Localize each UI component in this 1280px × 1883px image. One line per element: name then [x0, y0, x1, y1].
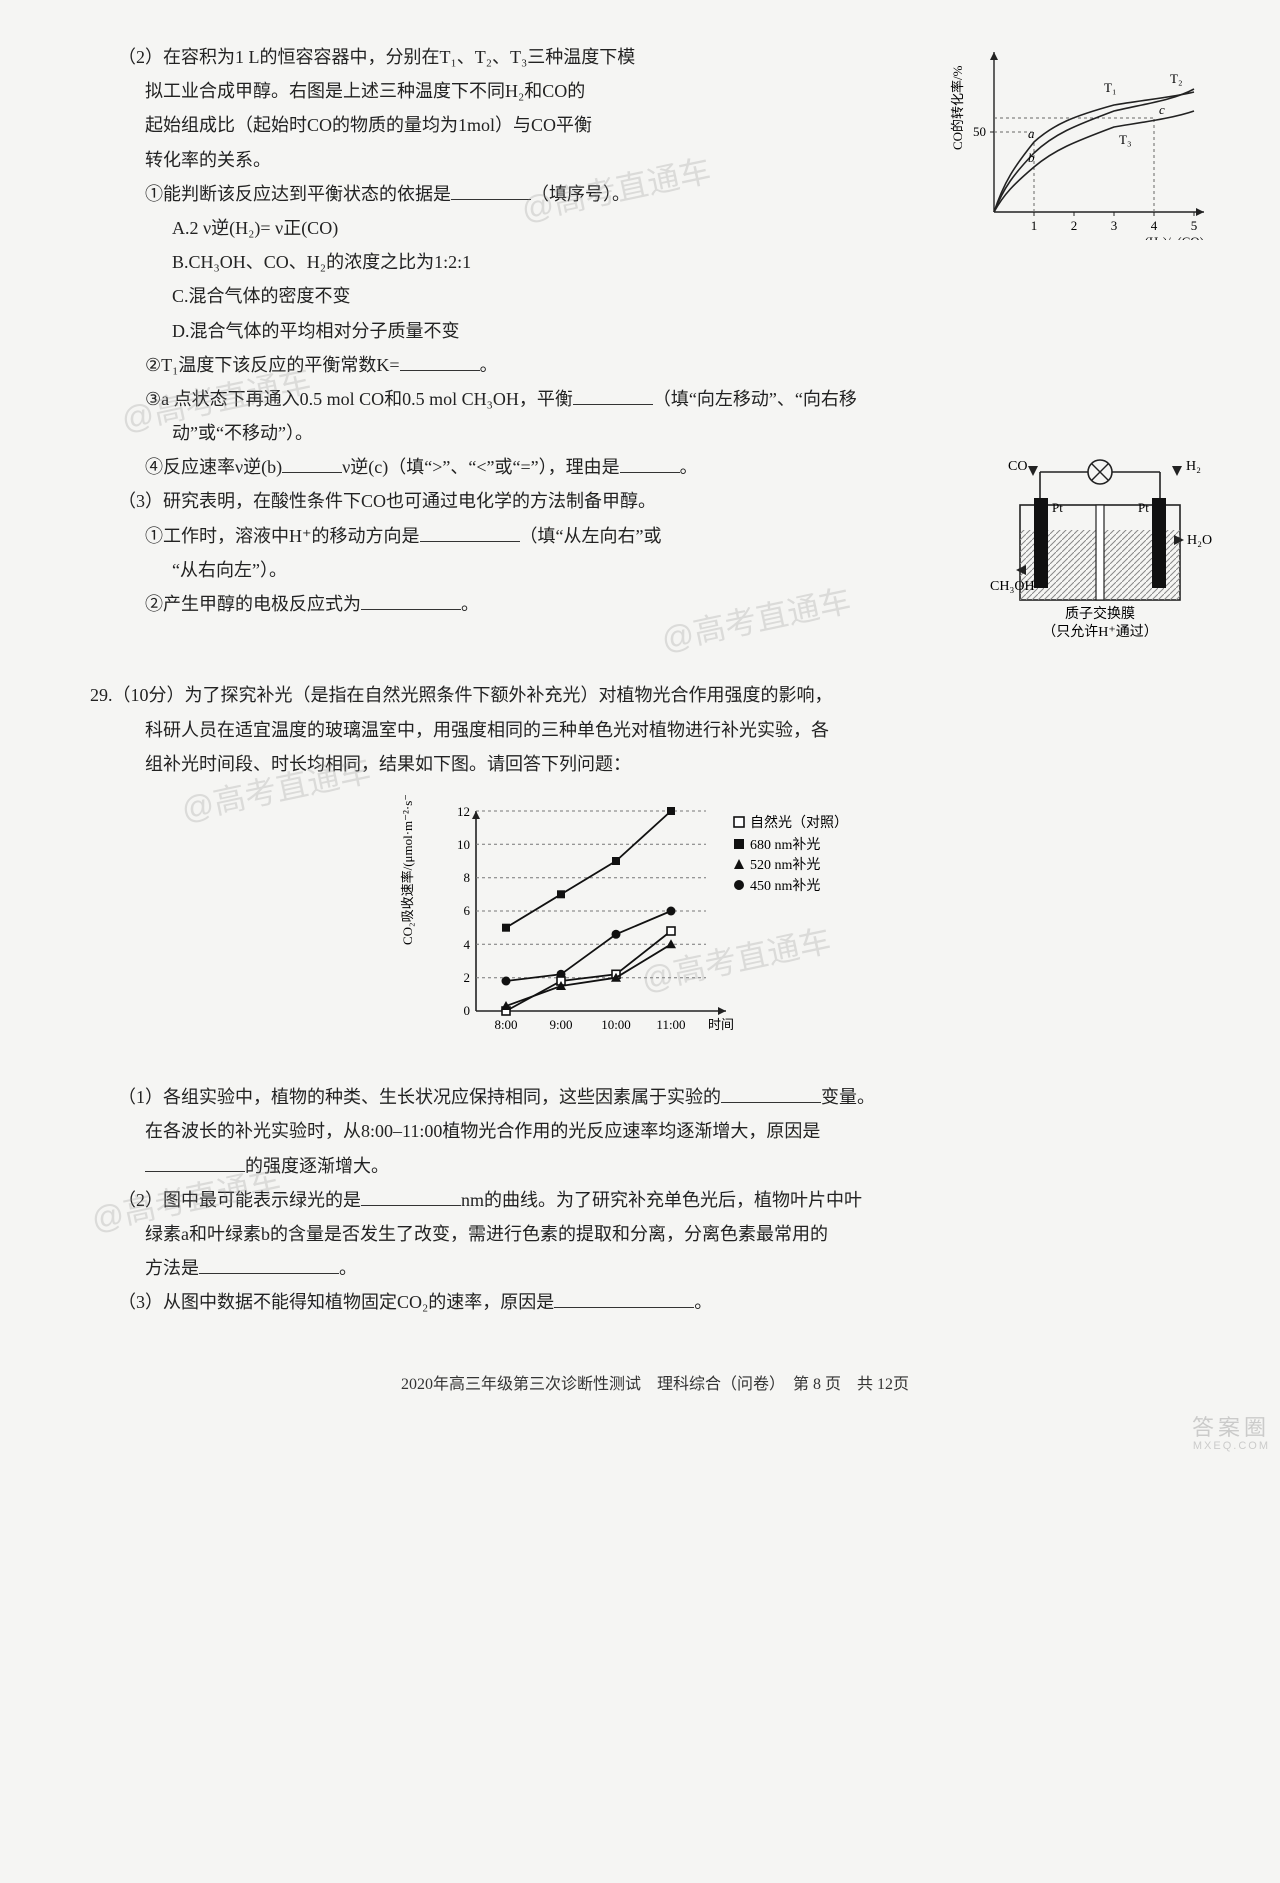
- svg-text:质子交换膜: 质子交换膜: [1065, 605, 1135, 622]
- blank: [451, 179, 531, 200]
- svg-text:b: b: [1028, 150, 1035, 165]
- svg-text:2: 2: [1071, 218, 1078, 233]
- q28-optB: B.CH₃OH、CO、H₂的浓度之比为1:2:1: [172, 252, 471, 272]
- q28-2-3a: ③a 点状态下再通入0.5 mol CO和0.5 mol CH₃OH，平衡: [145, 389, 573, 409]
- svg-text:3: 3: [1111, 218, 1118, 233]
- svg-text:自然光（对照）: 自然光（对照）: [750, 814, 848, 831]
- blank: [420, 521, 520, 542]
- q28-2-4a: ④反应速率ν逆(b): [145, 457, 282, 477]
- corner-watermark: 答案圈 MXEQ.COM: [1192, 1416, 1270, 1452]
- q28-3-2b: 。: [461, 594, 479, 614]
- blank: [145, 1151, 245, 1172]
- electrochem-diagram: CO H₂ Pt Pt CH₃OH H₂O 质子交换膜 （只允许H⁺通过）: [990, 450, 1220, 656]
- svg-text:0: 0: [464, 1003, 471, 1018]
- q28-2-2a: ②T₁温度下该反应的平衡常数K=: [145, 355, 400, 375]
- q28-2-3b: （填“向左移动”、“向右移: [653, 389, 857, 409]
- svg-text:5: 5: [1191, 218, 1198, 233]
- blank: [199, 1253, 339, 1274]
- blank: [721, 1082, 821, 1103]
- q29-2b: nm的曲线。为了研究补充单色光后，植物叶片中叶: [461, 1190, 862, 1210]
- q28-3-2a: ②产生甲醇的电极反应式为: [145, 594, 361, 614]
- svg-text:4: 4: [464, 937, 471, 952]
- svg-text:2: 2: [464, 970, 471, 985]
- svg-text:50: 50: [973, 124, 986, 139]
- blank: [400, 350, 480, 371]
- svg-text:CO₂吸收速率/(μmol·m⁻²·s⁻¹): CO₂吸收速率/(μmol·m⁻²·s⁻¹): [400, 795, 415, 945]
- svg-text:时间: 时间: [708, 1017, 734, 1032]
- q28-2-intro-d: 转化率的关系。: [145, 150, 271, 170]
- q29-2c: 绿素a和叶绿素b的含量是否发生了改变，需进行色素的提取和分离，分离色素最常用的: [145, 1224, 828, 1244]
- q29-1b: 变量。: [821, 1087, 875, 1107]
- q28-3-1a: ①工作时，溶液中H⁺的移动方向是: [145, 526, 420, 546]
- corner-main: 答案圈: [1192, 1415, 1270, 1440]
- q28-3-1c: “从右向左”）。: [172, 560, 287, 580]
- page-footer: 2020年高三年级第三次诊断性测试 理科综合（问卷） 第 8 页 共 12页: [90, 1370, 1220, 1400]
- svg-text:10:00: 10:00: [601, 1017, 631, 1032]
- q28-2-intro-b: 拟工业合成甲醇。右图是上述三种温度下不同H₂和CO的: [145, 81, 585, 101]
- q28-optD: D.混合气体的平均相对分子质量不变: [172, 321, 460, 341]
- q28-2-1b: （填序号）。: [531, 184, 630, 204]
- q29-head-a: 29.（10分）为了探究补光（是指在自然光照条件下额外补充光）对植物光合作用强度…: [90, 685, 833, 705]
- conversion-chart: 50 1 2 3 4 5 a b: [950, 40, 1220, 251]
- q29: 29.（10分）为了探究补光（是指在自然光照条件下额外补充光）对植物光合作用强度…: [90, 678, 1220, 1319]
- q28-2-1a: ①能判断该反应达到平衡状态的依据是: [145, 184, 451, 204]
- q29-1a: （1）各组实验中，植物的种类、生长状况应保持相同，这些因素属于实验的: [118, 1087, 721, 1107]
- q28-2-2b: 。: [480, 355, 498, 375]
- q29-3b: 。: [694, 1292, 712, 1312]
- svg-text:12: 12: [457, 804, 470, 819]
- svg-text:a: a: [1028, 126, 1035, 141]
- blank: [573, 384, 653, 405]
- svg-text:n(H₂)/n(CO): n(H₂)/n(CO): [1138, 234, 1204, 240]
- q28-3-intro: （3）研究表明，在酸性条件下CO也可通过电化学的方法制备甲醇。: [118, 491, 656, 511]
- q28-2-4b: ν逆(c)（填“>”、“<”或“=”），理由是: [342, 457, 620, 477]
- q29-head-c: 组补光时间段、时长均相同，结果如下图。请回答下列问题：: [145, 754, 631, 774]
- blank: [620, 452, 680, 473]
- q29-chart: 0 2 4 6 8 10 12 8:00 9:00 10:00 11:00 时间: [90, 795, 1220, 1066]
- q29-1c: 在各波长的补光实验时，从8:00–11:00植物光合作用的光反应速率均逐渐增大，…: [145, 1121, 820, 1141]
- blank: [282, 452, 342, 473]
- corner-sub: MXEQ.COM: [1192, 1440, 1270, 1452]
- q28-optA: A.2 ν逆(H₂)= ν正(CO): [172, 218, 338, 238]
- q29-1d: 的强度逐渐增大。: [245, 1156, 389, 1176]
- svg-text:CH₃OH: CH₃OH: [990, 579, 1035, 594]
- q29-head-b: 科研人员在适宜温度的玻璃温室中，用强度相同的三种单色光对植物进行补光实验，各: [145, 720, 829, 740]
- svg-text:Pt: Pt: [1138, 500, 1149, 515]
- q28-3-1b: （填“从左向右”或: [520, 526, 662, 546]
- svg-text:6: 6: [464, 903, 471, 918]
- svg-text:680 nm补光: 680 nm补光: [750, 837, 820, 853]
- blank: [554, 1288, 694, 1309]
- svg-text:8:00: 8:00: [494, 1017, 517, 1032]
- svg-text:450 nm补光: 450 nm补光: [750, 878, 820, 894]
- q28-2-4c: 。: [680, 457, 698, 477]
- svg-text:T₂: T₂: [1170, 71, 1182, 86]
- svg-text:CO的转化率/%: CO的转化率/%: [950, 65, 965, 150]
- svg-text:H₂O: H₂O: [1187, 533, 1212, 548]
- svg-text:8: 8: [464, 870, 471, 885]
- q29-2d: 方法是: [145, 1258, 199, 1278]
- blank: [361, 589, 461, 610]
- svg-text:11:00: 11:00: [656, 1017, 685, 1032]
- q28-2-intro-a: （2）在容积为1 L的恒容容器中，分别在T₁、T₂、T₃三种温度下模: [118, 47, 635, 67]
- blank: [361, 1185, 461, 1206]
- svg-text:520 nm补光: 520 nm补光: [750, 857, 820, 873]
- svg-text:1: 1: [1031, 218, 1038, 233]
- svg-text:10: 10: [457, 837, 470, 852]
- svg-text:（只允许H⁺通过）: （只允许H⁺通过）: [1042, 624, 1158, 640]
- svg-text:c: c: [1159, 102, 1165, 117]
- svg-text:T₃: T₃: [1119, 132, 1131, 147]
- q28-part2: 50 1 2 3 4 5 a b: [90, 40, 1220, 656]
- q28-2-intro-c: 起始组成比（起始时CO的物质的量均为1mol）与CO平衡: [145, 115, 592, 135]
- q29-2e: 。: [339, 1258, 357, 1278]
- svg-text:T₁: T₁: [1104, 80, 1116, 95]
- svg-text:9:00: 9:00: [549, 1017, 572, 1032]
- q29-3a: （3）从图中数据不能得知植物固定CO₂的速率，原因是: [118, 1292, 554, 1312]
- svg-text:CO: CO: [1008, 459, 1027, 474]
- svg-text:H₂: H₂: [1186, 459, 1201, 474]
- q29-2a: （2）图中最可能表示绿光的是: [118, 1190, 361, 1210]
- q28-optC: C.混合气体的密度不变: [172, 286, 351, 306]
- q28-2-3c: 动”或“不移动”）。: [172, 423, 313, 443]
- svg-text:Pt: Pt: [1052, 500, 1063, 515]
- svg-text:4: 4: [1151, 218, 1158, 233]
